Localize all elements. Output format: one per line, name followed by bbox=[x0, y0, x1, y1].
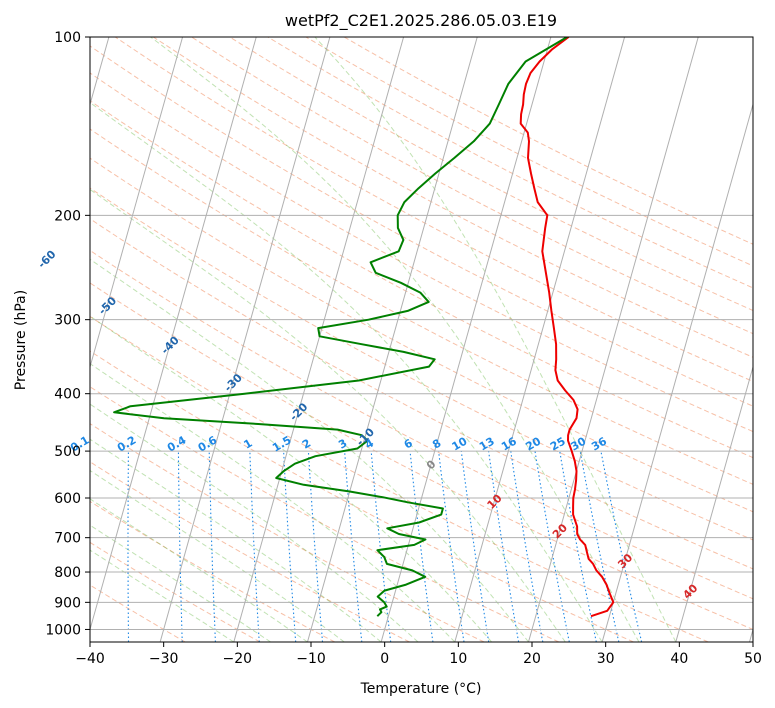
dry-adiabat-label: 0 bbox=[424, 457, 439, 472]
mixing-ratio-line bbox=[344, 451, 363, 642]
dry-adiabat-label: -30 bbox=[222, 371, 245, 394]
dry-adiabat bbox=[114, 37, 753, 383]
isotherm bbox=[306, 37, 478, 642]
dewpoint-line bbox=[113, 37, 568, 617]
mixing-ratio-line bbox=[510, 451, 544, 642]
mixing-ratio-line bbox=[127, 451, 130, 642]
y-tick-label: 500 bbox=[54, 444, 81, 460]
dry-adiabat bbox=[267, 37, 753, 289]
mixing-ratio-line bbox=[488, 451, 520, 642]
plot-frame bbox=[89, 36, 754, 643]
y-tick-label: 600 bbox=[54, 491, 81, 507]
isotherm bbox=[90, 37, 257, 632]
moist-adiabat bbox=[90, 363, 456, 642]
dry-adiabat bbox=[90, 386, 560, 642]
x-tick-label: 10 bbox=[449, 651, 467, 667]
mixing-ratio-line bbox=[600, 450, 643, 642]
isotherm bbox=[233, 37, 405, 642]
dry-adiabat-label: -40 bbox=[159, 333, 182, 356]
dry-adiabat bbox=[90, 500, 335, 642]
dry-adiabat-label: -20 bbox=[287, 400, 310, 423]
grid-lines bbox=[90, 37, 753, 642]
y-tick-label: 100 bbox=[54, 30, 81, 46]
x-tick-label: −30 bbox=[149, 651, 179, 667]
dry-adiabat-label: 20 bbox=[550, 521, 570, 541]
mixing-ratio-line bbox=[438, 451, 465, 642]
y-tick-label: 200 bbox=[54, 208, 81, 224]
x-tick-label: 20 bbox=[523, 651, 541, 667]
dry-adiabat bbox=[191, 37, 753, 335]
mixing-ratio-label: 6 bbox=[402, 436, 415, 451]
x-tick-label: 50 bbox=[744, 651, 762, 667]
background-lines bbox=[90, 37, 753, 642]
mixing-ratio-line bbox=[249, 451, 260, 642]
mixing-ratio-line bbox=[559, 451, 597, 642]
dry-adiabat bbox=[90, 461, 410, 642]
isotherm bbox=[90, 37, 184, 369]
dry-adiabat bbox=[343, 37, 753, 245]
y-tick-label: 300 bbox=[54, 313, 81, 329]
dry-adiabat-label: -50 bbox=[96, 294, 119, 317]
dry-adiabat bbox=[90, 187, 753, 541]
moist-adiabat bbox=[90, 549, 235, 642]
y-axis-label: Pressure (hPa) bbox=[13, 290, 29, 390]
y-tick-label: 800 bbox=[54, 565, 81, 581]
mixing-ratio-line bbox=[534, 451, 570, 642]
mixing-ratio-line bbox=[579, 451, 620, 642]
dry-adiabat bbox=[90, 282, 753, 630]
y-tick-label: 700 bbox=[54, 531, 81, 547]
x-tick-label: 40 bbox=[670, 651, 688, 667]
isotherm bbox=[380, 37, 552, 642]
dry-adiabat-label: -60 bbox=[35, 248, 58, 271]
moist-adiabat bbox=[90, 188, 566, 642]
moist-adiabat bbox=[90, 258, 529, 642]
isotherm bbox=[601, 102, 753, 642]
y-axis: 100 200 300 400 500 600 700 800 900 1000 bbox=[45, 30, 90, 638]
y-tick-label: 900 bbox=[54, 595, 81, 611]
temperature-line bbox=[519, 37, 615, 618]
mixing-ratio-line bbox=[460, 451, 490, 642]
y-tick-label: 1000 bbox=[45, 622, 81, 638]
isotherm bbox=[159, 37, 331, 642]
dry-adiabat bbox=[90, 584, 186, 642]
x-tick-label: 30 bbox=[597, 651, 615, 667]
dry-adiabat-label: 30 bbox=[615, 551, 635, 571]
isotherm bbox=[527, 37, 699, 642]
dry-adiabat bbox=[229, 37, 753, 312]
dry-adiabat bbox=[90, 423, 485, 642]
isotherm bbox=[454, 37, 626, 642]
dry-adiabat bbox=[90, 45, 753, 407]
moist-adiabat bbox=[150, 37, 640, 642]
moist-adiabat bbox=[90, 524, 271, 642]
x-tick-label: −10 bbox=[296, 651, 326, 667]
chart-title: wetPf2_C2E1.2025.286.05.03.E19 bbox=[285, 11, 557, 31]
moist-adiabat bbox=[90, 315, 492, 642]
isotherm bbox=[675, 365, 753, 642]
x-tick-label: 0 bbox=[380, 651, 389, 667]
moist-adiabat bbox=[90, 498, 308, 642]
dry-adiabat-label: 40 bbox=[680, 581, 700, 601]
mixing-ratio-label: 1 bbox=[242, 437, 255, 452]
dry-adiabat bbox=[90, 315, 709, 642]
dry-adiabat bbox=[90, 157, 753, 513]
x-axis: −40 −30 −20 −10 0 10 20 30 40 50 bbox=[75, 642, 762, 667]
dry-adiabat bbox=[90, 350, 634, 642]
mixing-ratio-line bbox=[208, 451, 216, 642]
mixing-ratio-line bbox=[307, 451, 324, 642]
dry-adiabat bbox=[153, 37, 753, 358]
moist-adiabat bbox=[90, 101, 603, 642]
moist-adiabat bbox=[90, 438, 382, 642]
mixing-ratio-line bbox=[370, 451, 392, 642]
x-tick-label: −20 bbox=[223, 651, 253, 667]
mixing-ratio-line bbox=[409, 451, 434, 642]
dry-adiabat bbox=[305, 37, 753, 267]
moist-adiabat bbox=[90, 403, 419, 642]
x-tick-label: −40 bbox=[75, 651, 105, 667]
y-tick-label: 400 bbox=[54, 387, 81, 403]
x-axis-label: Temperature (°C) bbox=[360, 681, 482, 697]
series-layer bbox=[113, 37, 615, 618]
moist-adiabat bbox=[90, 469, 345, 642]
isopleth-labels: 0.10.20.40.611.52346810131620253036-100-… bbox=[35, 248, 700, 602]
